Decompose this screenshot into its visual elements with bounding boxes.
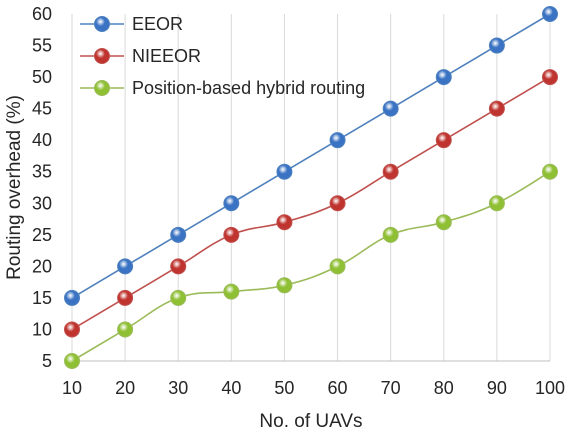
- x-axis-title: No. of UAVs: [259, 411, 362, 432]
- x-tick-label: 90: [487, 378, 507, 398]
- series-nieeor: [64, 69, 558, 338]
- x-tick-label: 70: [381, 378, 401, 398]
- x-tick-label: 40: [221, 378, 241, 398]
- data-point: [382, 226, 399, 243]
- series-lines: [64, 6, 558, 369]
- y-tick-label: 20: [32, 256, 52, 276]
- series-eeor: [64, 6, 558, 306]
- data-point: [170, 258, 187, 275]
- y-tick-label: 15: [32, 288, 52, 308]
- data-point: [488, 195, 505, 212]
- y-tick-label: 5: [42, 351, 52, 371]
- data-point: [64, 289, 80, 306]
- data-point: [329, 195, 346, 212]
- data-point: [329, 258, 346, 275]
- data-point: [542, 6, 558, 22]
- y-tick-label: 35: [32, 162, 52, 182]
- series-line: [71, 76, 551, 331]
- legend-marker: [94, 48, 110, 64]
- y-tick-label: 30: [32, 193, 52, 213]
- legend-label: NIEEOR: [132, 46, 201, 66]
- series-line: [71, 171, 551, 362]
- data-point: [64, 353, 80, 369]
- data-point: [223, 283, 240, 300]
- data-point: [276, 277, 293, 294]
- data-point: [170, 226, 187, 243]
- data-point: [117, 258, 134, 275]
- x-tick-label: 60: [328, 378, 348, 398]
- data-point: [488, 100, 505, 117]
- y-tick-label: 60: [32, 4, 52, 24]
- legend-item: EEOR: [80, 14, 183, 34]
- x-tick-label: 100: [535, 378, 565, 398]
- legend-label: EEOR: [132, 14, 183, 34]
- data-point: [542, 69, 558, 86]
- y-tick-label: 25: [32, 225, 52, 245]
- y-tick-label: 55: [32, 36, 52, 56]
- grid-lines: [71, 14, 551, 361]
- series-position-based-hybrid-routing: [64, 163, 558, 369]
- data-point: [117, 321, 134, 338]
- x-tick-label: 30: [168, 378, 188, 398]
- y-tick-label: 10: [32, 319, 52, 339]
- axes: 5 10 15 20 25 30 35 40 45 50 55 60 10 20 30 40 50 60 70 80 9…: [32, 4, 565, 398]
- data-point: [223, 226, 240, 243]
- data-point: [435, 214, 452, 231]
- data-point: [435, 132, 452, 149]
- legend-item: Position-based hybrid routing: [80, 78, 365, 98]
- data-point: [542, 163, 558, 180]
- x-tick-label: 10: [62, 378, 82, 398]
- legend-marker: [94, 80, 110, 96]
- y-tick-label: 50: [32, 67, 52, 87]
- data-point: [435, 69, 452, 86]
- data-point: [117, 289, 134, 306]
- legend-label: Position-based hybrid routing: [132, 78, 365, 98]
- data-point: [382, 100, 399, 117]
- series-line: [71, 13, 551, 299]
- data-point: [276, 214, 293, 231]
- data-point: [329, 132, 346, 149]
- data-point: [223, 195, 240, 212]
- x-tick-label: 20: [115, 378, 135, 398]
- legend: EEOR NIEEOR Position-based hybrid routing: [80, 14, 365, 98]
- data-point: [382, 163, 399, 180]
- y-tick-label: 45: [32, 99, 52, 119]
- data-point: [276, 163, 293, 180]
- y-tick-label: 40: [32, 130, 52, 150]
- data-point: [170, 289, 187, 306]
- data-point: [488, 37, 505, 54]
- data-point: [64, 321, 80, 338]
- x-tick-label: 80: [434, 378, 454, 398]
- legend-marker: [94, 16, 110, 32]
- legend-item: NIEEOR: [80, 46, 201, 66]
- axis-labels: No. of UAVs Routing overhead (%): [4, 95, 363, 432]
- x-tick-label: 50: [274, 378, 294, 398]
- y-axis-title: Routing overhead (%): [4, 95, 25, 280]
